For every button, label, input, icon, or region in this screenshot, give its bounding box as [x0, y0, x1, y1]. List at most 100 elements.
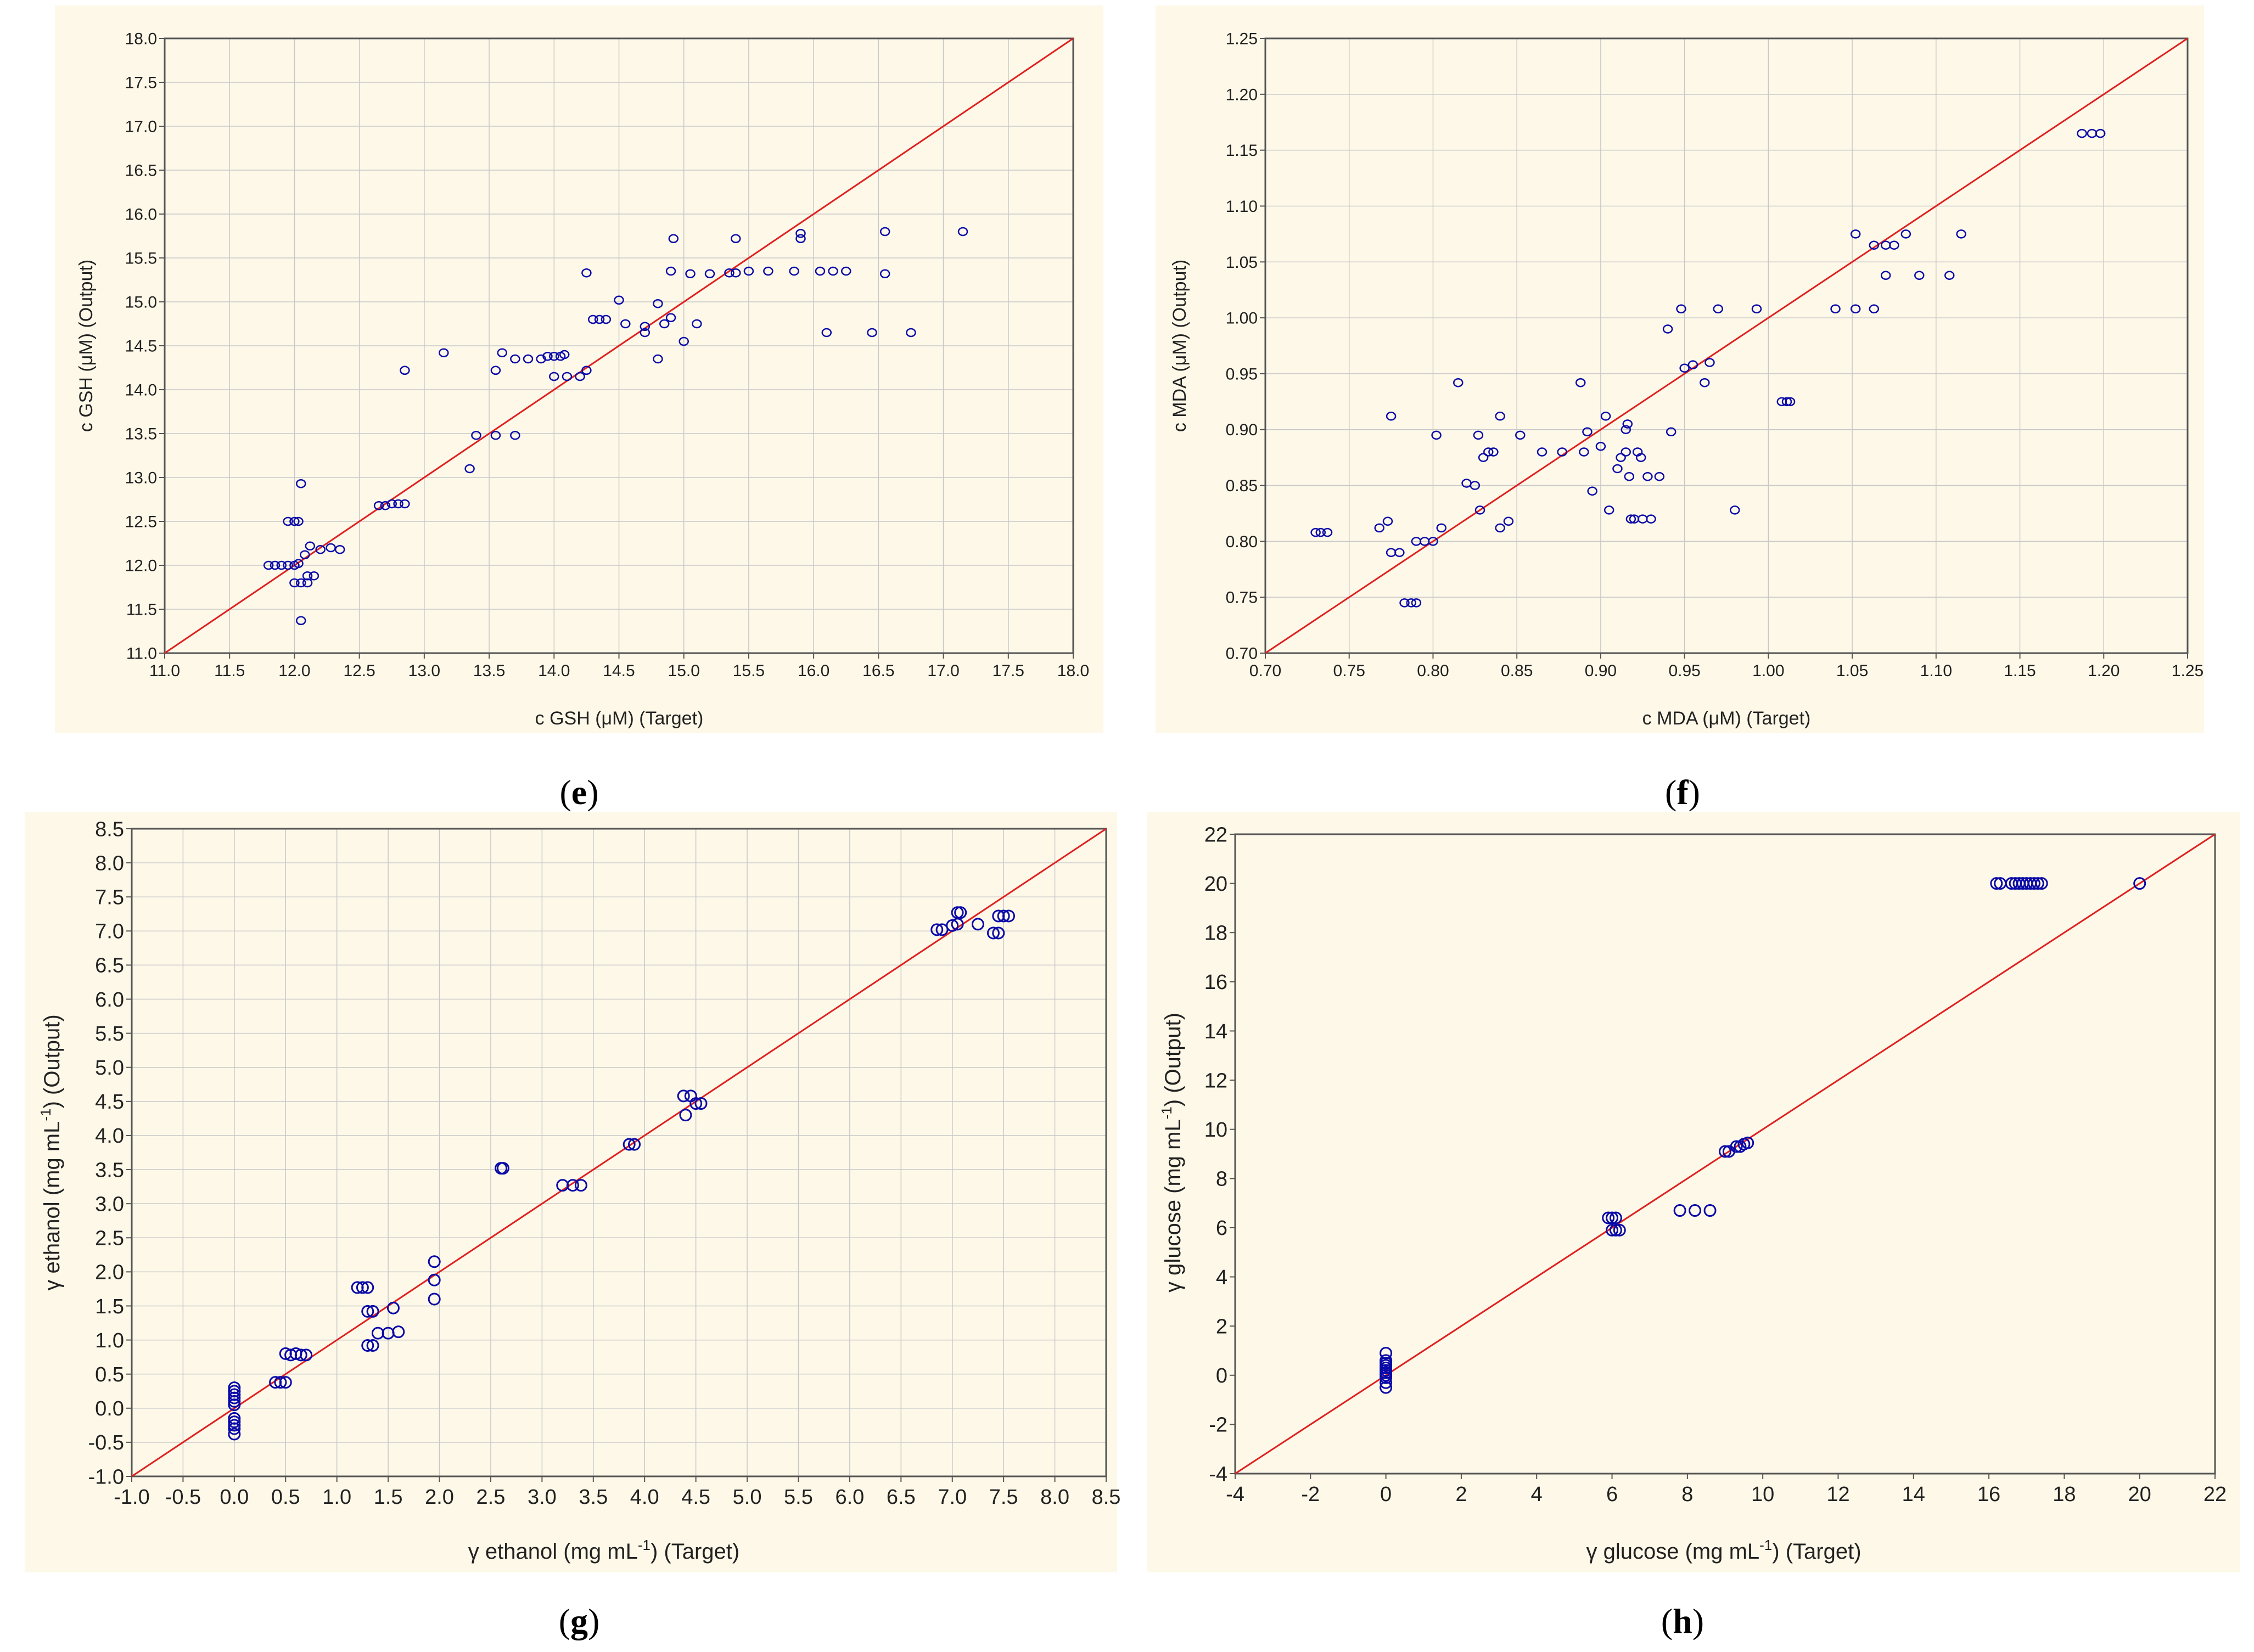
- panel-g: -1.0 -0.5 0.0 0.5 1.0 1.5 2.0 2.5 3.0 3.5 4.0 4.5 5.…: [25, 812, 1120, 1640]
- panel-e-data-point: [587, 314, 598, 324]
- panel-f-data-point: [1394, 548, 1405, 557]
- panel-f-data-point: [1575, 378, 1586, 387]
- panel-g-data-point: [228, 1398, 241, 1412]
- panel-f-x-tick-label: 1.00: [1752, 662, 1784, 680]
- panel-e-x-ticks: 11.0 11.5 12.0 12.5 13.0 13.5 14.0 14.5 15.0 15.5…: [149, 653, 1089, 680]
- panel-f-data-point: [1624, 472, 1635, 481]
- panel-f-data-point: [1595, 442, 1606, 451]
- panel-h-label: (h): [1661, 1602, 1704, 1640]
- panel-f-y-tick-label: 1.15: [1226, 142, 1258, 160]
- panel-f-data-point: [1687, 360, 1698, 369]
- panel-h-data-point: [1380, 1376, 1393, 1389]
- panel-e-y-tick-label: 14.0: [125, 381, 157, 400]
- panel-h-x-tick-label: 18: [2053, 1483, 2076, 1506]
- panel-e-data-point: [464, 464, 475, 474]
- panel-h-x-tick-label: 10: [1751, 1483, 1774, 1506]
- panel-g-x-axis-label: γ ethanol (mg mL-1) (Target): [468, 1537, 739, 1564]
- panel-f-x-tick-label: 1.15: [2004, 662, 2036, 680]
- panel-e-data-point: [795, 228, 806, 238]
- panel-g-y-tick-label: 0.0: [95, 1397, 124, 1420]
- panel-e-y-tick-label: 16.5: [125, 162, 157, 180]
- panel-f-y-tick-label: 1.00: [1226, 310, 1258, 328]
- panel-g-x-tick-label: 4.0: [630, 1486, 659, 1509]
- panel-f-data-point: [1869, 304, 1880, 314]
- panel-e-y-tick-label: 13.0: [125, 469, 157, 487]
- panel-h-data-point: [1730, 1140, 1743, 1153]
- panel-e-data-point: [665, 266, 676, 276]
- panel-g-y-tick-label: 6.5: [95, 954, 124, 977]
- panel-e-data-point: [386, 499, 397, 509]
- panel-f-data-point: [1676, 304, 1686, 314]
- panel-g-data-point: [566, 1179, 579, 1192]
- panel-e-data-point: [665, 313, 676, 323]
- panel-h-x-tick-label: 12: [1826, 1483, 1849, 1506]
- panel-g-data-point: [689, 1097, 703, 1110]
- panel-f-data-point: [1503, 516, 1514, 526]
- panel-h-data-point: [1673, 1204, 1686, 1217]
- panel-g-y-tick-label: 4.5: [95, 1091, 124, 1114]
- panel-g-y-tick-label: 6.0: [95, 988, 124, 1012]
- panel-e-data-point: [289, 578, 300, 588]
- panel-g-data-point: [428, 1293, 441, 1306]
- panel-f-data-point: [1616, 453, 1626, 462]
- panel-f-data-point: [1470, 481, 1481, 490]
- panel-f-data-point: [1453, 378, 1464, 387]
- panel-f-data-point: [1411, 598, 1422, 608]
- panel-f-y-tick-label: 0.95: [1226, 365, 1258, 383]
- panel-e-data-point: [559, 350, 570, 359]
- panel-g-x-tick-label: 1.5: [374, 1486, 403, 1509]
- panel-e-data-point: [549, 351, 559, 361]
- panel-f: 0.70 0.75 0.80 0.85 0.90 0.95 1.00 1.05 1.10 1.15…: [1156, 5, 2204, 812]
- panel-h-data-point: [1606, 1223, 1619, 1237]
- panel-f-data-point: [1582, 427, 1593, 437]
- panel-e-data-point: [542, 351, 553, 361]
- panel-f-data-point: [1600, 412, 1611, 421]
- panel-e-y-tick-label: 11.0: [126, 645, 157, 663]
- panel-g-data-point: [279, 1376, 292, 1389]
- panel-e-y-tick-label: 13.5: [125, 425, 157, 443]
- panel-h-data-point: [1609, 1211, 1622, 1224]
- panel-e-data-point: [276, 560, 287, 570]
- panel-g-x-tick-label: 0.0: [220, 1486, 249, 1509]
- panel-f-data-point: [1310, 527, 1321, 537]
- panel-h-y-axis-label: γ glucose (mg mL-1) (Output): [1158, 1013, 1185, 1293]
- panel-e-data-point: [549, 372, 559, 381]
- panel-f-data-point: [1622, 419, 1633, 429]
- panel-e-data-point: [334, 544, 345, 554]
- panel-h-data-point: [1380, 1371, 1393, 1384]
- panel-g-background: [25, 812, 1117, 1572]
- panel-f-x-tick-label: 1.25: [2172, 662, 2203, 680]
- panel-f-data-point: [1642, 472, 1653, 481]
- panel-e-y-ticks: 11.0 11.5 12.0 12.5 13.0 13.5 14.0 14.5 15.0 15.5…: [125, 30, 165, 663]
- panel-f-x-tick-label: 0.90: [1585, 662, 1617, 680]
- panel-f-data-point: [1869, 240, 1880, 250]
- panel-g-x-tick-label: 6.0: [835, 1486, 864, 1509]
- panel-f-data-point: [1621, 425, 1631, 434]
- panel-g-data-point: [428, 1273, 441, 1286]
- panel-g-y-tick-label: -1.0: [88, 1465, 124, 1488]
- panel-f-data-point: [1473, 430, 1484, 440]
- panel-f-data-point: [1646, 514, 1656, 524]
- panel-h-data-point: [1990, 877, 2003, 890]
- panel-e-data-point: [640, 322, 651, 331]
- panel-e-data-point: [315, 544, 326, 554]
- panel-e-x-tick-label: 18.0: [1057, 662, 1089, 680]
- panel-h-y-tick-label: 18: [1204, 922, 1227, 945]
- panel-h-x-ticks: -4 -2 0 2 4 6 8 10 12 14 16 18 20 22: [1226, 1474, 2227, 1506]
- panel-e-data-point: [614, 295, 624, 305]
- panel-e-data-point: [523, 354, 534, 364]
- panel-e-data-point: [879, 227, 890, 237]
- panel-h-data-point: [1380, 1381, 1393, 1394]
- panel-e-data-point: [795, 234, 806, 244]
- panel-g-x-tick-label: 3.0: [528, 1486, 557, 1509]
- panel-h-x-tick-label: 16: [1977, 1483, 2000, 1506]
- panel-g-data-point: [228, 1395, 241, 1408]
- panel-e-background: [55, 5, 1103, 733]
- panel-g-data-point: [997, 909, 1010, 923]
- panel-f-reference-line: [1265, 37, 2188, 654]
- panel-g-data-point: [679, 1109, 692, 1122]
- panel-h-y-ticks: -4 -2 0 2 4 6 8 10 12 14 16 18 20 22: [1204, 823, 1235, 1486]
- panel-f-y-tick-label: 0.75: [1226, 589, 1258, 607]
- panel-g-data-point: [392, 1325, 405, 1339]
- panel-h-reference-line: [1235, 833, 2216, 1475]
